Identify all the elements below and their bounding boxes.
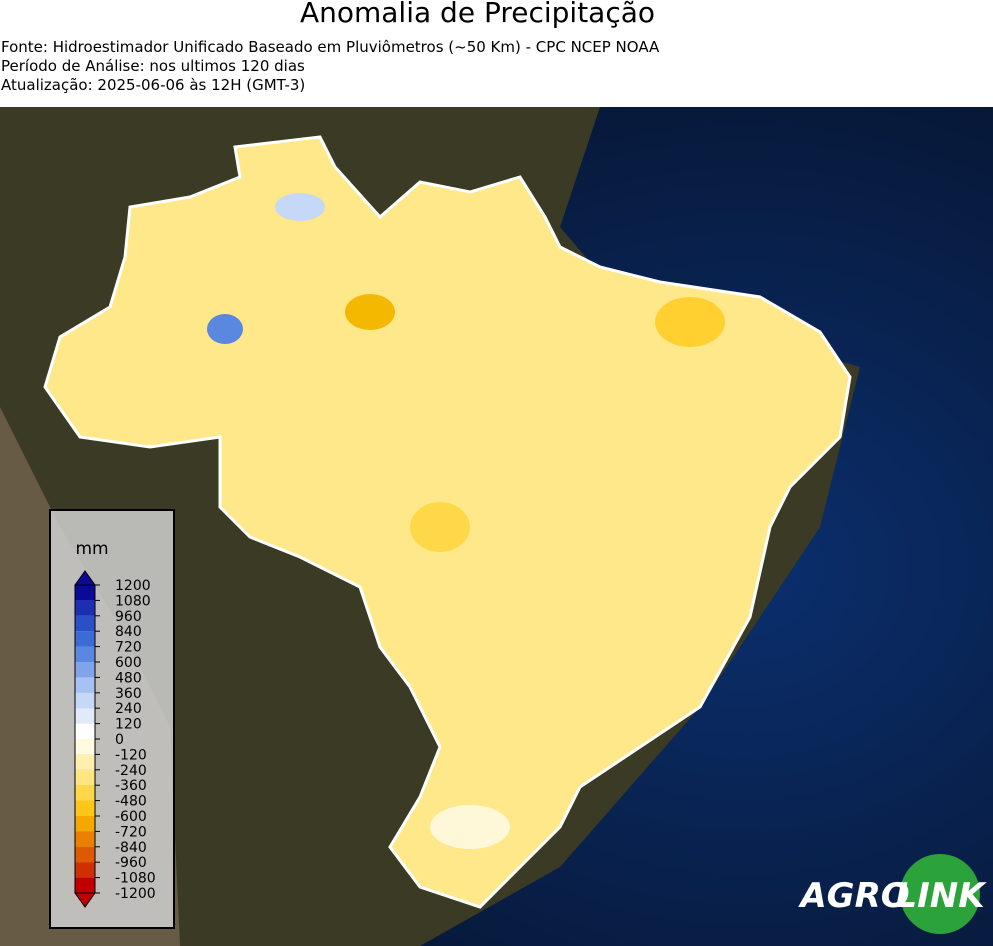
logo-right: LINK xyxy=(895,876,987,916)
colorbar-segment xyxy=(75,831,95,847)
colorbar-segment xyxy=(75,754,95,770)
anomaly-patch xyxy=(655,297,725,347)
header: Anomalia de Precipitação Fonte: Hidroest… xyxy=(0,0,993,107)
map: mm 120010809608407206004803602401200-120… xyxy=(0,107,993,946)
colorbar-tick-label: -480 xyxy=(115,794,147,810)
anomaly-patch xyxy=(207,314,243,344)
colorbar-segment xyxy=(75,785,95,801)
colorbar-tick-label: 1200 xyxy=(115,578,151,594)
colorbar-unit: mm xyxy=(75,539,108,559)
period-line: Período de Análise: nos ultimos 120 dias xyxy=(1,57,305,75)
colorbar-segment xyxy=(75,739,95,755)
colorbar-segment xyxy=(75,877,95,893)
colorbar-segment xyxy=(75,585,95,601)
logo-left: AGRO xyxy=(797,876,909,916)
colorbar-box xyxy=(49,509,175,929)
update-line: Atualização: 2025-06-06 às 12H (GMT-3) xyxy=(1,76,306,94)
colorbar-tick-label: 360 xyxy=(115,686,142,702)
colorbar-tick-label: 720 xyxy=(115,640,142,656)
colorbar-segment xyxy=(75,677,95,693)
source-line: Fonte: Hidroestimador Unificado Baseado … xyxy=(1,38,660,56)
colorbar-tick-label: -240 xyxy=(115,763,147,779)
anomaly-patch xyxy=(430,805,510,849)
colorbar-tick-label: 120 xyxy=(115,717,142,733)
colorbar: mm 120010809608407206004803602401200-120… xyxy=(49,509,175,929)
colorbar-tick-label: 0 xyxy=(115,732,124,748)
logo-circle xyxy=(900,854,980,934)
colorbar-tick-label: -120 xyxy=(115,747,147,763)
colorbar-segment xyxy=(75,723,95,739)
colorbar-segment xyxy=(75,662,95,678)
colorbar-segment xyxy=(75,646,95,662)
anomaly-patch xyxy=(345,294,395,330)
colorbar-segment xyxy=(75,708,95,724)
colorbar-tick-label: -840 xyxy=(115,840,147,856)
colorbar-tick-label: 600 xyxy=(115,655,142,671)
colorbar-segment xyxy=(75,816,95,832)
colorbar-segment xyxy=(75,862,95,878)
anomaly-patch xyxy=(275,193,325,221)
colorbar-tick-label: 1080 xyxy=(115,593,151,609)
colorbar-tick-label: 960 xyxy=(115,609,142,625)
colorbar-segment xyxy=(75,692,95,709)
colorbar-tick-label: -1080 xyxy=(115,871,156,887)
colorbar-tick-label: 480 xyxy=(115,670,142,686)
colorbar-tick-label: -360 xyxy=(115,778,147,794)
colorbar-segment xyxy=(75,600,95,616)
logo: AGRO LINK xyxy=(797,854,987,934)
title: Anomalia de Precipitação xyxy=(299,0,656,29)
colorbar-segment xyxy=(75,769,95,786)
colorbar-segment xyxy=(75,615,95,632)
colorbar-segment xyxy=(75,846,95,863)
colorbar-tick-label: 240 xyxy=(115,701,142,717)
colorbar-tick-label: -600 xyxy=(115,809,147,825)
colorbar-tick-label: -960 xyxy=(115,855,147,871)
colorbar-tick-label: -720 xyxy=(115,824,147,840)
colorbar-tick-label: -1200 xyxy=(115,886,156,902)
anomaly-patch xyxy=(410,502,470,552)
colorbar-tick-label: 840 xyxy=(115,624,142,640)
colorbar-segment xyxy=(75,631,95,647)
colorbar-segment xyxy=(75,800,95,816)
